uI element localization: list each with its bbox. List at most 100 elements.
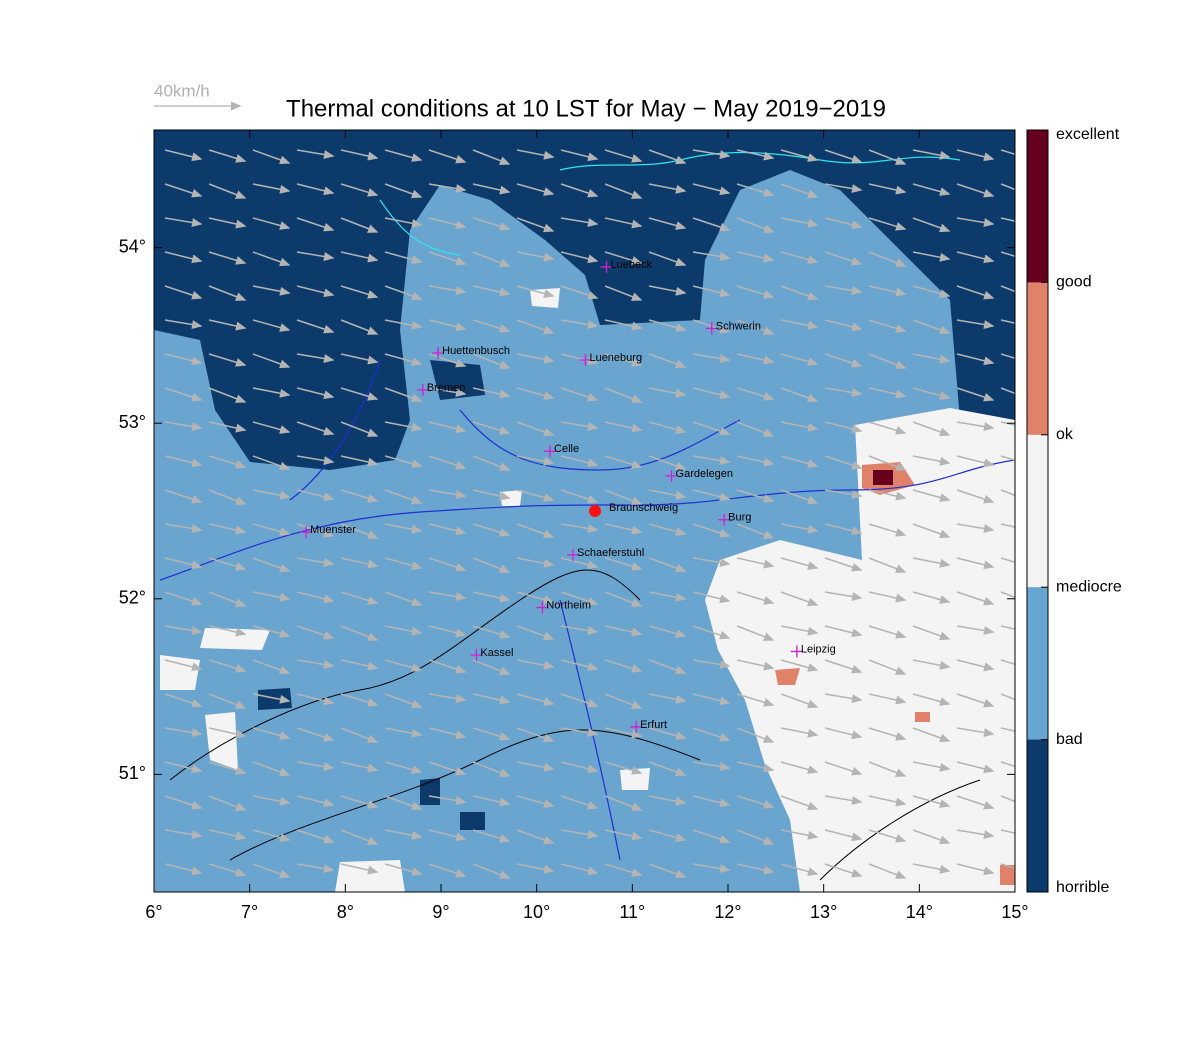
wind-arrow (560, 489, 599, 504)
y-tick-label: 54° (119, 236, 146, 256)
wind-arrow (472, 251, 511, 267)
wind-arrow (384, 693, 423, 709)
wind-arrow (560, 659, 599, 672)
wind-arrow (252, 557, 291, 573)
wind-arrow (208, 693, 247, 709)
wind-arrow (736, 183, 775, 197)
city-marker (416, 383, 429, 396)
wind-arrow (384, 353, 423, 366)
wind-arrow (516, 217, 555, 233)
wind-arrow (252, 149, 291, 165)
wind-arrow (384, 591, 423, 607)
wind-arrow (736, 353, 775, 365)
wind-arrow (692, 217, 731, 232)
wind-arrow (516, 319, 555, 335)
city-label: Kassel (480, 647, 513, 659)
wind-arrow (956, 795, 995, 810)
wind-arrow (428, 319, 467, 332)
wind-arrow (1000, 727, 1015, 732)
wind-arrow (736, 557, 775, 569)
wind-arrow (912, 353, 951, 364)
wind-arrow (384, 149, 423, 162)
wind-arrow (252, 217, 291, 230)
wind-arrow (692, 353, 731, 363)
wind-arrow (956, 829, 995, 839)
wind-arrow (516, 489, 555, 502)
wind-arrow (560, 727, 599, 737)
x-tick-label: 10° (523, 902, 550, 922)
wind-arrow (956, 591, 995, 606)
wind-arrow (516, 149, 555, 160)
wind-arrow (428, 251, 467, 266)
wind-arrow (956, 387, 995, 402)
wind-arrow (692, 761, 731, 771)
wind-arrow (428, 217, 467, 230)
wind-arrow (912, 727, 951, 743)
wind-arrow (648, 285, 687, 296)
wind-arrow (208, 523, 247, 535)
map-title: Thermal conditions at 10 LST for May − M… (286, 95, 886, 122)
wind-arrow (912, 591, 951, 604)
wind-arrow (648, 523, 687, 536)
wind-arrow (780, 149, 819, 162)
y-tick-label: 53° (119, 412, 146, 432)
wind-arrow (208, 591, 247, 607)
wind-arrow (428, 421, 467, 434)
x-tick-label: 13° (810, 902, 837, 922)
wind-arrow (164, 353, 203, 366)
wind-arrow (780, 795, 819, 811)
wind-arrow (428, 863, 467, 878)
wind-arrow (296, 727, 335, 742)
wind-arrow (648, 693, 687, 704)
wind-arrow (560, 183, 599, 198)
wind-arrow (736, 217, 775, 233)
wind-arrow (1000, 557, 1015, 564)
wind-arrow (296, 693, 335, 706)
wind-arrow (648, 183, 687, 194)
wind-arrow (516, 693, 555, 706)
wind-arrow (208, 285, 247, 301)
wind-arrow (692, 795, 731, 808)
wind-arrow (868, 761, 907, 777)
wind-arrow (252, 591, 291, 602)
contour-line (169, 569, 981, 881)
wind-arrow (648, 829, 687, 842)
wind-arrow (340, 421, 379, 437)
wind-arrow (692, 829, 731, 844)
wind-arrow (912, 829, 951, 845)
x-tick-label: 14° (906, 902, 933, 922)
wind-arrow (208, 421, 247, 433)
wind-arrow (252, 285, 291, 296)
wind-arrow (296, 387, 335, 400)
x-tick-label: 9° (432, 902, 449, 922)
wind-arrow (208, 829, 247, 841)
wind-arrow (252, 387, 291, 398)
wind-arrow (472, 319, 511, 333)
x-tick-label: 6° (145, 902, 162, 922)
ok-region (705, 408, 1015, 892)
wind-arrow (824, 557, 863, 572)
wind-arrow (692, 455, 731, 465)
wind-arrow (516, 353, 555, 364)
city-label: Luebeck (611, 259, 653, 271)
wind-arrow (560, 353, 599, 366)
wind-arrow (604, 319, 643, 331)
wind-arrow (824, 727, 863, 740)
wind-arrow (780, 863, 819, 876)
wind-arrow (428, 693, 467, 703)
wind-arrow (560, 523, 599, 533)
wind-arrow (516, 829, 555, 845)
wind-arrow (868, 285, 907, 297)
wind-arrow (692, 863, 731, 873)
wind-arrow (164, 523, 203, 533)
wind-arrow (516, 557, 555, 568)
wind-arrow (296, 455, 335, 465)
wind-arrow (868, 795, 907, 807)
wind-arrow (824, 625, 863, 638)
wind-arrow (648, 217, 687, 230)
wind-arrow (384, 455, 423, 468)
wind-arrow (604, 285, 643, 301)
wind-arrow (428, 659, 467, 674)
wind-arrow (296, 489, 335, 502)
wind-arrow (252, 625, 291, 638)
